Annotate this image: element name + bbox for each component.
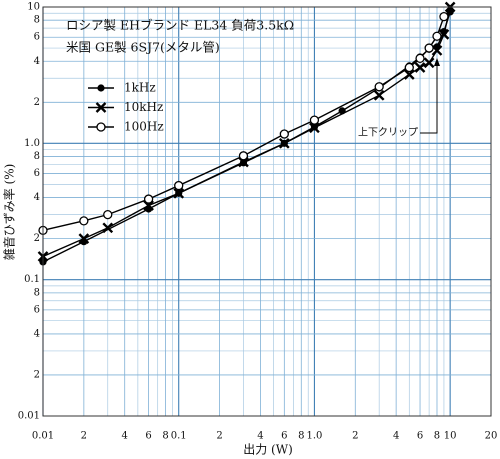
x-tick-label: 10 (444, 431, 457, 442)
point (78, 233, 90, 244)
point (424, 43, 434, 53)
point (143, 194, 154, 204)
x-tick-label: 6 (145, 431, 151, 442)
y-tick-label: 2 (34, 233, 40, 244)
point (439, 11, 449, 22)
y-tick-label: 4 (34, 192, 40, 203)
x-tick-label: 6 (417, 431, 423, 442)
legend: 1kHz 10kHz 100Hz (88, 81, 164, 134)
y-tick-label: 6 (34, 168, 40, 179)
y-tick-label: 4 (34, 328, 40, 339)
point (414, 62, 426, 73)
x-tick-label: 2 (216, 431, 222, 442)
point (431, 45, 443, 56)
x-tick-label: 1.0 (306, 431, 322, 442)
point (102, 222, 114, 234)
y-tick-label: 0.1 (24, 274, 40, 285)
y-tick-label: 1.0 (24, 138, 40, 149)
point (415, 53, 425, 64)
point (238, 151, 249, 161)
point (95, 102, 107, 113)
x-tick-label: 2 (81, 431, 87, 442)
x-axis-label: 出力 (W) (243, 443, 293, 457)
point (432, 31, 442, 41)
x-tick-label: 20 (485, 431, 498, 442)
x-tick-label: 0.01 (32, 431, 54, 442)
x-tick-label: 8 (298, 431, 304, 442)
point (279, 129, 289, 139)
x-tick-label: 6 (281, 431, 287, 442)
point (79, 216, 89, 226)
annotation: ロシア製 EHブランド EL34 負荷3.5kΩ (66, 18, 294, 33)
y-tick-label: 8 (34, 15, 40, 26)
legend-label: 10kHz (124, 100, 163, 114)
point (309, 122, 320, 134)
point (103, 209, 113, 220)
point (173, 187, 185, 199)
annotation: 米国 GE製 6SJ7(メタル管) (66, 40, 220, 55)
y-tick-label: 6 (34, 304, 40, 315)
x-tick-label: 8 (434, 431, 440, 442)
y-tick-label: 2 (34, 97, 40, 108)
x-tick-label: 2 (352, 431, 358, 442)
y-tick-label: 4 (34, 56, 40, 67)
point (373, 89, 385, 101)
x-tick-label: 0.1 (171, 431, 187, 442)
x-tick-label: 4 (257, 431, 263, 442)
annotation-arrow (420, 64, 438, 134)
point (174, 180, 184, 191)
y-tick-label: 10 (27, 2, 40, 13)
y-tick-label: 6 (34, 32, 40, 43)
y-tick-label: 2 (34, 369, 40, 380)
arrow-head (434, 58, 440, 66)
point (97, 84, 105, 92)
y-axis-label: 雑音ひずみ率 (%) (2, 164, 17, 261)
y-tick-label: 0.01 (18, 411, 40, 422)
legend-label: 1kHz (124, 81, 156, 95)
plot-frame (42, 6, 492, 417)
x-tick-label: 4 (122, 431, 128, 442)
point (309, 115, 320, 125)
annotation: 上下クリップ (358, 127, 418, 139)
point (96, 122, 106, 132)
legend-label: 100Hz (124, 120, 164, 134)
point (403, 69, 415, 80)
y-tick-label: 8 (34, 287, 40, 298)
plot (37, 1, 456, 266)
y-tick-label: 8 (34, 151, 40, 162)
x-tick-label: 4 (393, 431, 399, 442)
x-tick-label: 8 (162, 431, 168, 442)
point (404, 62, 414, 73)
point (278, 137, 290, 149)
point (374, 82, 384, 92)
point (423, 57, 435, 69)
